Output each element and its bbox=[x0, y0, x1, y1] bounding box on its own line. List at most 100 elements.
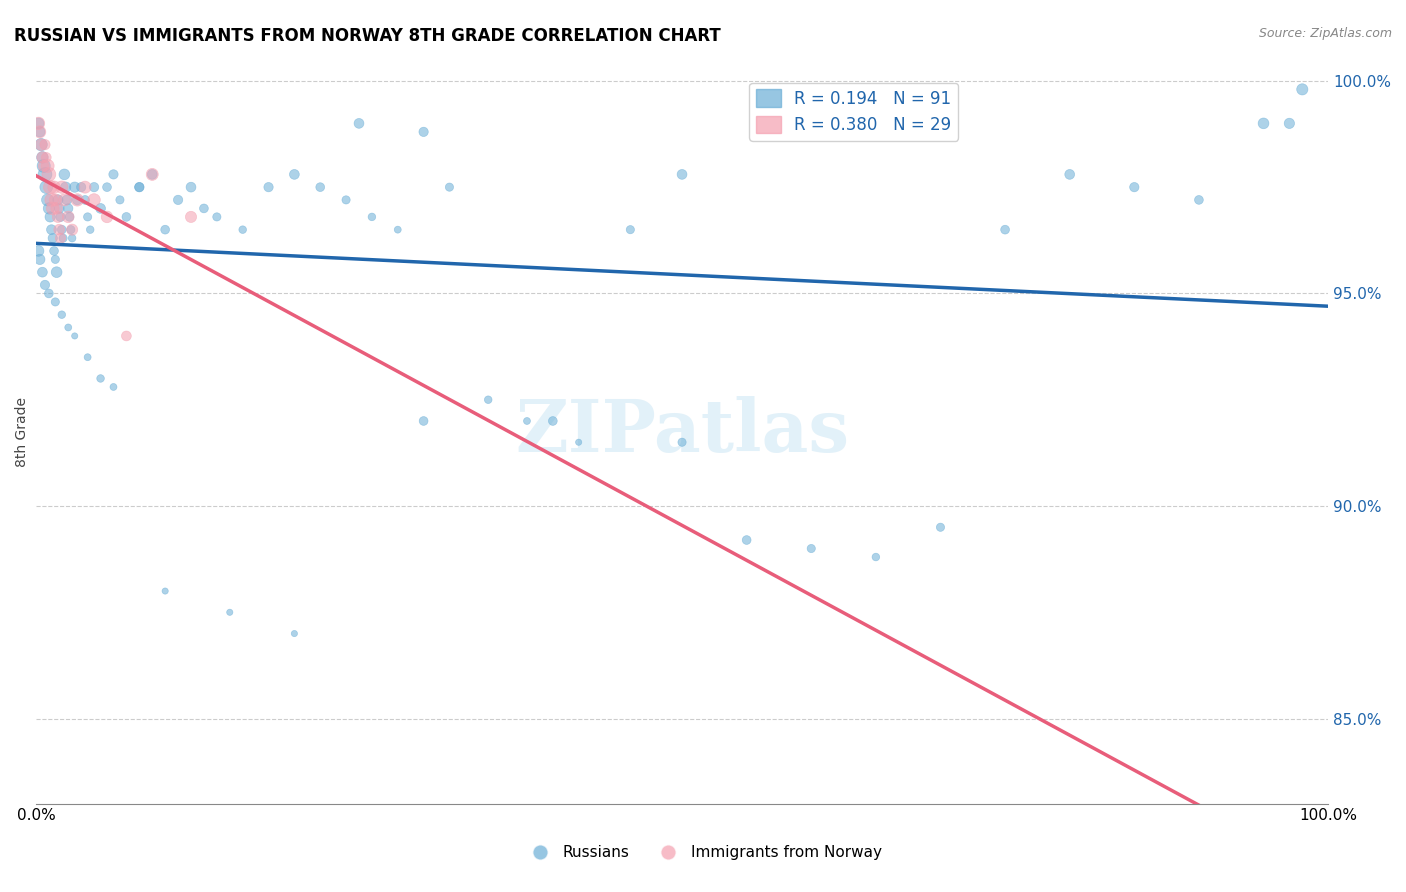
Point bbox=[46, 210, 69, 224]
Point bbox=[42, 231, 65, 245]
Point bbox=[56, 193, 79, 207]
Point bbox=[31, 265, 53, 279]
Point bbox=[79, 222, 101, 236]
Point bbox=[58, 210, 80, 224]
Point bbox=[90, 202, 112, 216]
Point bbox=[63, 180, 86, 194]
Text: RUSSIAN VS IMMIGRANTS FROM NORWAY 8TH GRADE CORRELATION CHART: RUSSIAN VS IMMIGRANTS FROM NORWAY 8TH GR… bbox=[14, 27, 721, 45]
Point bbox=[309, 180, 332, 194]
Point bbox=[477, 392, 499, 407]
Legend: Russians, Immigrants from Norway: Russians, Immigrants from Norway bbox=[519, 839, 887, 866]
Point bbox=[103, 380, 125, 394]
Point bbox=[38, 202, 60, 216]
Point bbox=[31, 150, 53, 164]
Point bbox=[44, 193, 66, 207]
Point bbox=[37, 193, 59, 207]
Point bbox=[335, 193, 357, 207]
Point bbox=[568, 435, 591, 450]
Point bbox=[865, 549, 887, 564]
Point bbox=[361, 210, 384, 224]
Point bbox=[516, 414, 538, 428]
Point bbox=[108, 193, 131, 207]
Point bbox=[141, 168, 163, 182]
Point bbox=[48, 202, 70, 216]
Point bbox=[153, 584, 176, 599]
Point bbox=[929, 520, 952, 534]
Point bbox=[619, 222, 641, 236]
Point bbox=[1253, 116, 1275, 130]
Point bbox=[28, 125, 51, 139]
Point bbox=[41, 222, 63, 236]
Point bbox=[96, 180, 118, 194]
Point bbox=[45, 202, 67, 216]
Point bbox=[671, 435, 693, 450]
Point bbox=[387, 222, 409, 236]
Point bbox=[153, 222, 176, 236]
Point bbox=[34, 137, 56, 152]
Point bbox=[1278, 116, 1301, 130]
Point bbox=[76, 210, 98, 224]
Point bbox=[541, 414, 564, 428]
Point bbox=[60, 222, 83, 236]
Point bbox=[38, 168, 60, 182]
Point bbox=[257, 180, 280, 194]
Point bbox=[115, 329, 138, 343]
Point bbox=[83, 180, 105, 194]
Point bbox=[51, 222, 73, 236]
Point bbox=[31, 150, 53, 164]
Point bbox=[59, 222, 82, 236]
Point bbox=[27, 244, 49, 258]
Point bbox=[180, 210, 202, 224]
Legend: R = 0.194   N = 91, R = 0.380   N = 29: R = 0.194 N = 91, R = 0.380 N = 29 bbox=[749, 83, 957, 141]
Text: Source: ZipAtlas.com: Source: ZipAtlas.com bbox=[1258, 27, 1392, 40]
Point bbox=[35, 180, 58, 194]
Point bbox=[60, 231, 83, 245]
Point bbox=[994, 222, 1017, 236]
Point bbox=[66, 193, 89, 207]
Point bbox=[27, 116, 49, 130]
Point bbox=[35, 150, 58, 164]
Point bbox=[27, 116, 49, 130]
Point bbox=[193, 202, 215, 216]
Point bbox=[167, 193, 190, 207]
Point bbox=[42, 244, 65, 258]
Point bbox=[800, 541, 823, 556]
Point bbox=[439, 180, 461, 194]
Point bbox=[103, 168, 125, 182]
Point bbox=[205, 210, 228, 224]
Point bbox=[28, 125, 51, 139]
Point bbox=[42, 202, 65, 216]
Point bbox=[128, 180, 150, 194]
Point bbox=[671, 168, 693, 182]
Point bbox=[412, 414, 434, 428]
Point bbox=[44, 252, 66, 267]
Point bbox=[48, 222, 70, 236]
Point bbox=[51, 180, 73, 194]
Point bbox=[30, 137, 52, 152]
Point bbox=[53, 193, 76, 207]
Point bbox=[52, 231, 75, 245]
Point bbox=[1188, 193, 1211, 207]
Point bbox=[73, 180, 96, 194]
Point bbox=[49, 231, 72, 245]
Point bbox=[39, 210, 62, 224]
Point bbox=[412, 125, 434, 139]
Point bbox=[49, 210, 72, 224]
Point bbox=[83, 193, 105, 207]
Point bbox=[115, 210, 138, 224]
Point bbox=[96, 210, 118, 224]
Point bbox=[51, 308, 73, 322]
Point bbox=[42, 180, 65, 194]
Point bbox=[30, 137, 52, 152]
Point bbox=[58, 320, 80, 334]
Point bbox=[45, 265, 67, 279]
Point bbox=[41, 193, 63, 207]
Point bbox=[232, 222, 254, 236]
Point bbox=[37, 159, 59, 173]
Point bbox=[283, 626, 305, 640]
Point bbox=[46, 193, 69, 207]
Point bbox=[283, 168, 305, 182]
Point bbox=[73, 193, 96, 207]
Point bbox=[70, 180, 93, 194]
Point bbox=[347, 116, 370, 130]
